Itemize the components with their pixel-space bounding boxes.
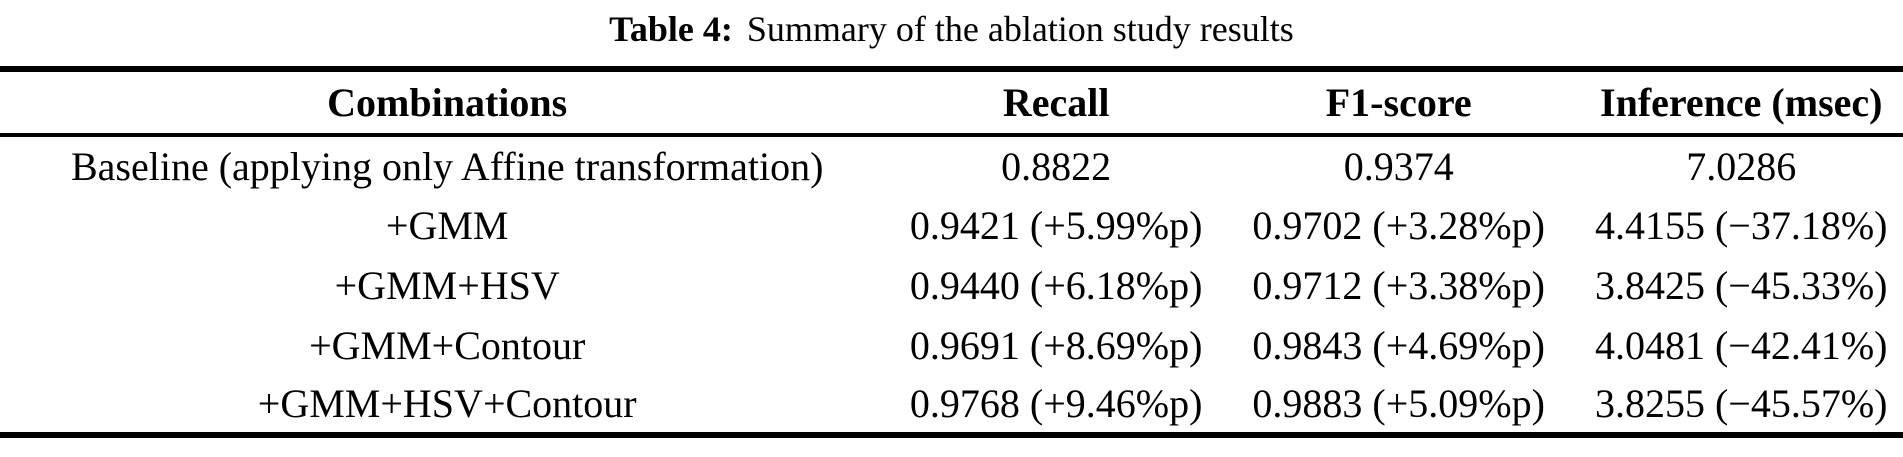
cell-recall: 0.8822: [1001, 143, 1112, 189]
cell-recall: 0.9421 (+5.99%p): [909, 202, 1203, 248]
cell-f1-score: 0.9702 (+3.28%p): [1252, 202, 1545, 248]
ablation-results-table: Combinations Recall F1-score Inference (…: [0, 66, 1903, 438]
cell-inference: 3.8255 (−45.57%): [1594, 381, 1888, 426]
header-f1-score: F1-score: [1217, 69, 1580, 137]
cell-combination: +GMM+HSV: [334, 262, 560, 308]
table-caption-label: Table 4:: [609, 9, 733, 49]
cell-combination: +GMM+HSV+Contour: [257, 381, 637, 426]
header-combinations: Combinations: [0, 69, 895, 137]
table-caption-text: Summary of the ablation study results: [746, 9, 1294, 49]
table-row-gmm-hsv: +GMM+HSV 0.9440 (+6.18%p) 0.9712 (+3.38%…: [0, 255, 1903, 315]
cell-combination: +GMM+Contour: [309, 322, 586, 368]
cell-inference: 7.0286: [1686, 143, 1797, 189]
cell-f1-score: 0.9374: [1343, 143, 1454, 189]
cell-inference: 3.8425 (−45.33%): [1594, 262, 1888, 308]
cell-recall: 0.9768 (+9.46%p): [909, 381, 1203, 426]
cell-f1-score: 0.9843 (+4.69%p): [1252, 322, 1545, 368]
header-row: Combinations Recall F1-score Inference (…: [0, 69, 1903, 137]
cell-inference: 4.4155 (−37.18%): [1594, 202, 1888, 248]
cell-recall: 0.9440 (+6.18%p): [909, 262, 1203, 308]
cell-combination: +GMM: [385, 202, 509, 248]
table-row-gmm-contour: +GMM+Contour 0.9691 (+8.69%p) 0.9843 (+4…: [0, 315, 1903, 375]
table-caption: Table 4: Summary of the ablation study re…: [0, 0, 1903, 66]
cell-combination: Baseline (applying only Affine transform…: [70, 143, 824, 189]
cell-f1-score: 0.9883 (+5.09%p): [1252, 381, 1545, 426]
header-recall: Recall: [894, 69, 1218, 137]
table-row-gmm: +GMM 0.9421 (+5.99%p) 0.9702 (+3.28%p) 4…: [0, 195, 1903, 255]
cell-inference: 4.0481 (−42.41%): [1594, 322, 1888, 368]
table-row-baseline: Baseline (applying only Affine transform…: [0, 135, 1903, 195]
cell-f1-score: 0.9712 (+3.38%p): [1252, 262, 1545, 308]
header-inference: Inference (msec): [1579, 69, 1903, 137]
cell-recall: 0.9691 (+8.69%p): [909, 322, 1203, 368]
table-row-gmm-hsv-contour: +GMM+HSV+Contour 0.9768 (+9.46%p) 0.9883…: [0, 375, 1903, 435]
